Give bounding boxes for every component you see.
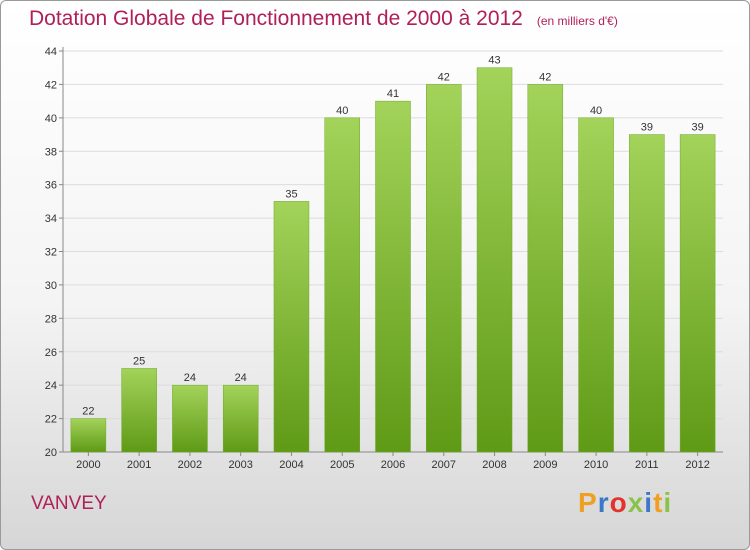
logo-letter: r [597, 487, 610, 518]
data-label-2003: 24 [235, 372, 247, 384]
x-tick-label-2007: 2007 [432, 459, 456, 471]
logo-letter: i [644, 487, 654, 518]
data-label-2001: 25 [133, 355, 145, 367]
data-label-2000: 22 [82, 406, 94, 418]
bar-2000 [70, 418, 107, 453]
data-label-2002: 24 [184, 372, 196, 384]
y-tick-label: 20 [45, 447, 57, 459]
bar-2007 [426, 84, 462, 453]
x-tick-label-2000: 2000 [76, 459, 100, 471]
y-tick-label: 28 [45, 313, 57, 325]
logo-letter: i [663, 487, 673, 518]
data-label-2004: 35 [285, 188, 297, 200]
y-tick-label: 42 [45, 79, 57, 91]
bar-2010 [578, 117, 614, 453]
y-tick-label: 26 [45, 347, 57, 359]
commune-name: VANVEY [31, 493, 107, 514]
x-tick-label-2011: 2011 [635, 459, 659, 471]
y-tick-label: 34 [45, 213, 57, 225]
x-tick-label-2001: 2001 [127, 459, 151, 471]
x-tick-label-2005: 2005 [330, 459, 354, 471]
bar-2006 [375, 100, 411, 453]
y-tick-label: 22 [45, 414, 57, 426]
bar-2012 [679, 134, 716, 453]
y-tick-label: 40 [45, 113, 57, 125]
bar-2009 [527, 84, 564, 453]
y-tick-label: 24 [45, 380, 57, 392]
logo-letter: t [653, 487, 664, 518]
y-tick-label: 32 [45, 247, 57, 259]
x-tick-label-2002: 2002 [178, 459, 202, 471]
data-label-2008: 43 [488, 55, 500, 67]
bar-2001 [121, 368, 157, 453]
data-label-2009: 42 [539, 71, 551, 83]
logo-letter: o [609, 487, 628, 518]
data-label-2007: 42 [438, 71, 450, 83]
x-tick-label-2004: 2004 [279, 459, 303, 471]
bar-chart: 20 22 24 26 28 30 32 34 36 38 40 42 44 22 2000 25 2001 24… [45, 46, 723, 471]
data-label-2010: 40 [590, 105, 602, 117]
bar-2008 [476, 67, 513, 453]
bar-2005 [324, 117, 360, 453]
y-tick-label: 36 [45, 180, 57, 192]
logo-letter: x [627, 487, 645, 518]
x-tick-label-2006: 2006 [381, 459, 405, 471]
x-tick-label-2009: 2009 [533, 459, 557, 471]
data-label-2005: 40 [336, 105, 348, 117]
chart-title: Dotation Globale de Fonctionnement de 20… [29, 7, 618, 31]
bar-2002 [172, 384, 208, 453]
data-label-2006: 41 [387, 88, 399, 100]
bar-2011 [629, 134, 665, 453]
x-tick-label-2010: 2010 [584, 459, 608, 471]
x-tick-label-2008: 2008 [482, 459, 506, 471]
logo-letter: P [578, 487, 598, 518]
x-tick-label-2012: 2012 [685, 459, 709, 471]
bar-2003 [222, 384, 259, 453]
y-tick-label: 44 [45, 46, 57, 58]
y-tick-label: 30 [45, 280, 57, 292]
chart-title-text: Dotation Globale de Fonctionnement de 20… [29, 7, 523, 30]
data-label-2012: 39 [691, 122, 703, 134]
bar-2004 [273, 201, 310, 453]
proxiti-logo: Proxiti [578, 487, 672, 519]
chart-subtitle: (en milliers d'€) [536, 14, 618, 28]
y-tick-label: 38 [45, 146, 57, 158]
data-label-2011: 39 [641, 122, 653, 134]
x-tick-label-2003: 2003 [228, 459, 252, 471]
